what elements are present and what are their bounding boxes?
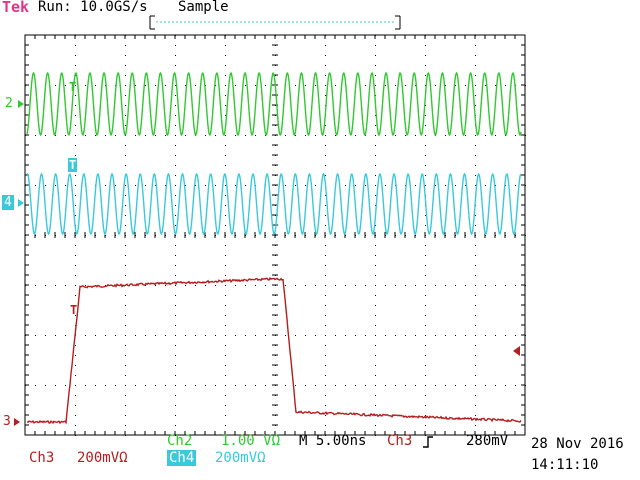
ch4-marker-arrow[interactable] xyxy=(18,199,24,207)
date-readout: 28 Nov 2016 xyxy=(531,436,624,452)
ch3-waveform xyxy=(26,276,522,425)
brand-logo: Tek xyxy=(2,0,30,16)
ch4-readout-label: Ch4 xyxy=(167,450,197,466)
ch4-ground-label: 4 xyxy=(2,195,14,210)
time-readout: 14:11:10 xyxy=(531,457,599,473)
trigger-position-bracket[interactable] xyxy=(149,15,401,30)
run-status: Run: 10.0GS/s xyxy=(38,0,148,15)
ch3-scale-readout: 200mVΩ xyxy=(77,450,128,466)
ch4-scale-readout: 200mVΩ xyxy=(215,450,266,466)
trigger-level-readout: 280mV xyxy=(466,433,509,449)
ch4-trigger-marker: T xyxy=(68,158,78,172)
ch2-trigger-marker: T xyxy=(69,80,77,94)
rising-edge-icon xyxy=(423,436,433,448)
ch2-ground-label: 2 xyxy=(5,96,13,111)
trigger-source-readout: Ch3 xyxy=(387,433,413,449)
ch2-marker-arrow[interactable] xyxy=(18,100,24,108)
ch3-marker-arrow[interactable] xyxy=(14,418,20,426)
ch2-waveform xyxy=(26,71,522,137)
ch4-waveform xyxy=(26,172,522,236)
ch3-ground-label: 3 xyxy=(3,414,11,429)
ch3-trigger-marker: T xyxy=(70,303,78,317)
timebase-readout[interactable]: M 5.00ns xyxy=(299,433,367,449)
ch2-readout-label: Ch2 xyxy=(167,433,193,449)
ch2-scale-readout: 1.00 VΩ xyxy=(221,433,281,449)
ch3-readout-label: Ch3 xyxy=(29,450,55,466)
trigger-level-marker[interactable] xyxy=(513,346,520,356)
graticule xyxy=(24,34,526,436)
acquisition-mode: Sample xyxy=(178,0,229,15)
